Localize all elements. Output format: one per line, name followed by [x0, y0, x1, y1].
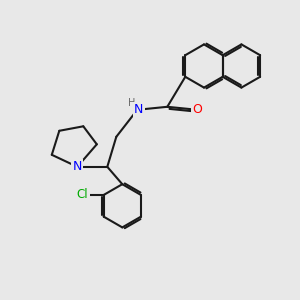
Text: H: H [128, 98, 136, 108]
Text: O: O [192, 103, 202, 116]
Text: Cl: Cl [77, 188, 88, 202]
Text: N: N [134, 103, 143, 116]
Text: N: N [73, 160, 82, 173]
